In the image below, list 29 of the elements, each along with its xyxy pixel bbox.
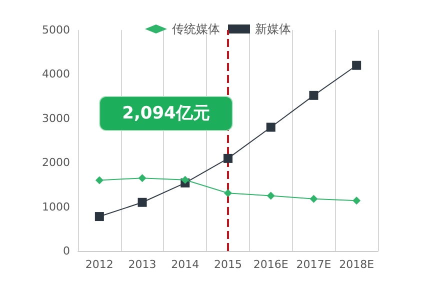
x-tick-label: 2015 — [214, 258, 242, 271]
legend-label: 新媒体 — [255, 22, 291, 36]
y-tick-label: 0 — [63, 244, 70, 258]
point — [138, 198, 147, 207]
x-tick-label: 2016E — [253, 258, 288, 271]
y-tick-label: 2000 — [42, 156, 70, 170]
point — [352, 60, 362, 70]
point — [94, 212, 104, 222]
x-tick-label: 2014 — [171, 258, 200, 271]
point — [224, 189, 232, 198]
legend-label: 传统媒体 — [172, 22, 220, 36]
point — [310, 194, 318, 203]
point — [266, 122, 276, 132]
point — [266, 192, 275, 200]
y-tick-label: 1000 — [42, 200, 70, 214]
y-tick-label: 4000 — [42, 68, 70, 81]
point — [95, 176, 104, 184]
point — [224, 154, 232, 163]
point — [138, 174, 146, 182]
point — [352, 196, 361, 205]
point — [309, 90, 318, 100]
x-tick-label: 2013 — [128, 258, 156, 271]
x-tick-label: 2012 — [85, 258, 114, 271]
point — [181, 176, 190, 184]
x-tick-label: 2018E — [339, 258, 374, 271]
annotation: 2,094亿元 — [122, 103, 210, 124]
x-tick-label: 2017E — [296, 258, 332, 271]
y-tick-label: 3000 — [42, 112, 70, 125]
y-tick-label: 5000 — [42, 24, 70, 36]
